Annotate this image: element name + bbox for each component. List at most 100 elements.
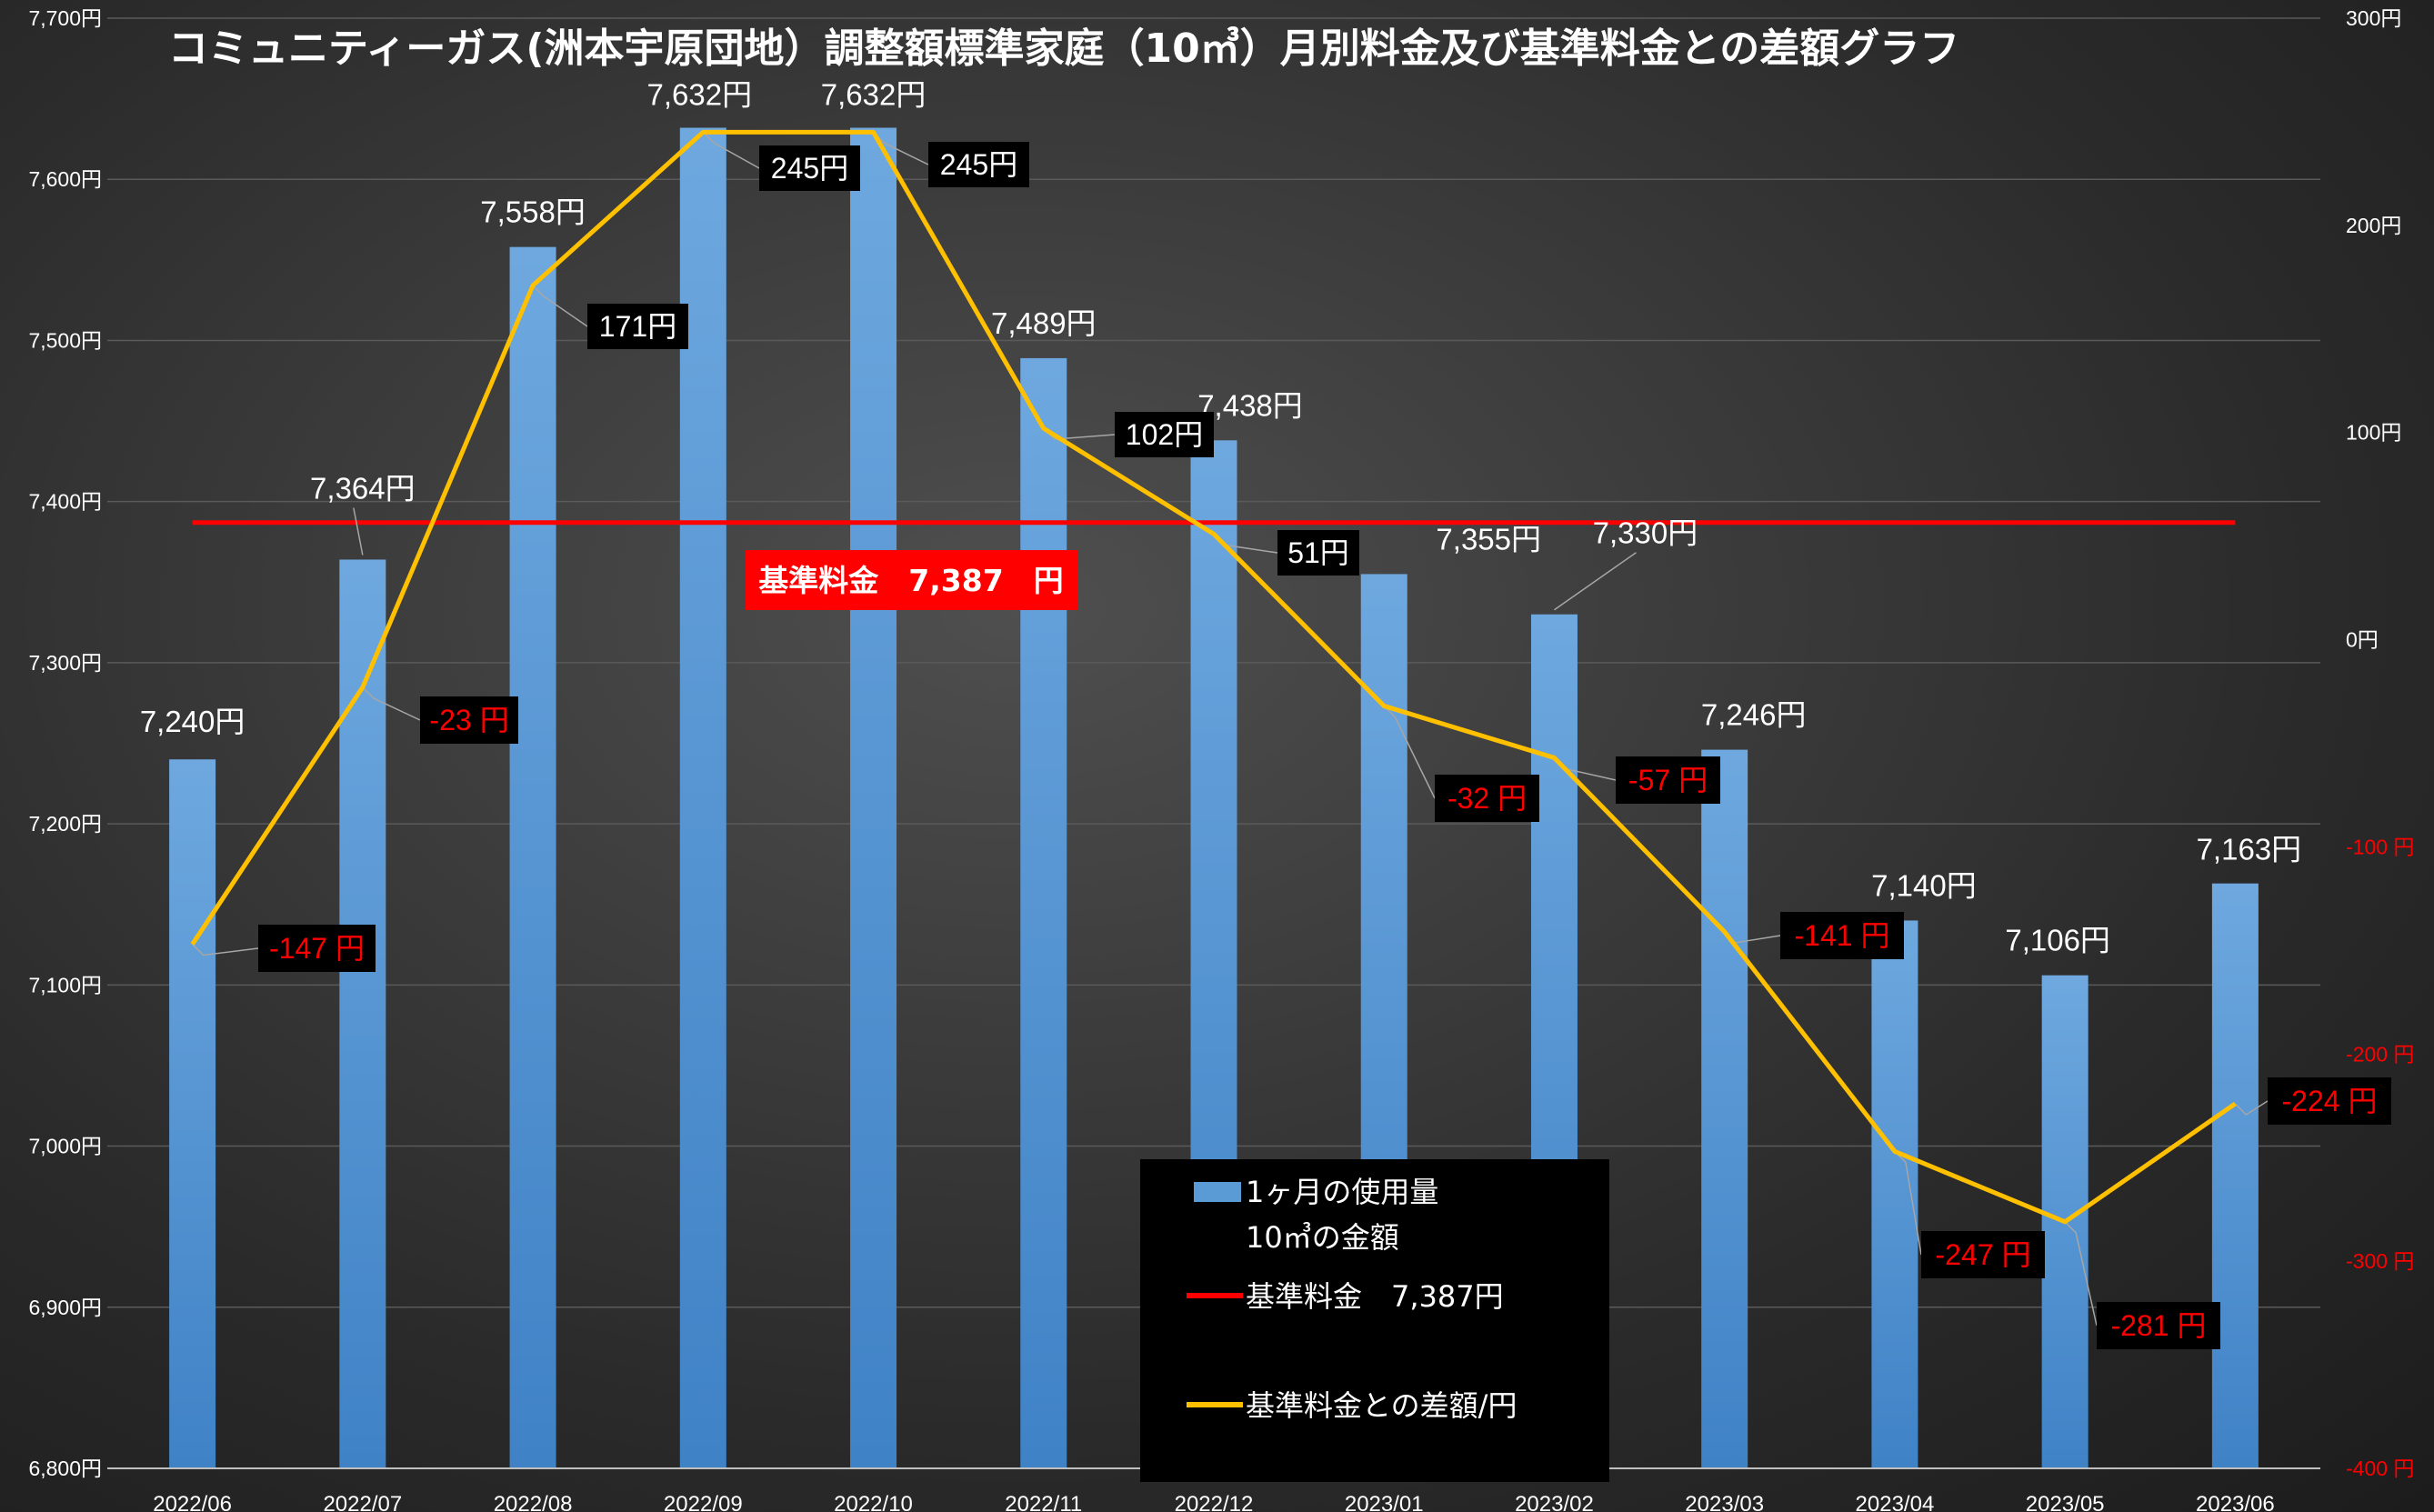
x-tick-label: 2022/10 [834, 1492, 913, 1512]
bar-value-label: 7,438円 [1197, 388, 1303, 422]
y-left-tick-label: 7,600円 [28, 167, 102, 191]
x-tick-label: 2022/11 [1005, 1492, 1082, 1512]
x-tick-label: 2022/06 [153, 1492, 232, 1512]
diff-label-box [1616, 756, 1720, 804]
diff-label-box [928, 142, 1029, 187]
diff-label-box [1435, 775, 1539, 822]
bar [1701, 749, 1748, 1468]
y-left-tick-label: 7,400円 [28, 490, 102, 514]
y-right-tick-label: -300 円 [2346, 1249, 2414, 1273]
bar-value-label: 7,355円 [1436, 522, 1541, 556]
bar-label-leader [1554, 552, 1637, 611]
diff-value-label: -224 円 [2282, 1085, 2378, 1117]
y-right-tick-label: 100円 [2346, 421, 2401, 445]
y-left-tick-label: 7,100円 [28, 973, 102, 996]
diff-label-leader [192, 943, 259, 956]
bar [1871, 920, 1918, 1468]
bar [850, 127, 897, 1468]
y-right-tick-label: 300円 [2346, 6, 2401, 30]
x-tick-label: 2022/09 [664, 1492, 743, 1512]
bar-value-label: 7,330円 [1593, 516, 1698, 550]
x-tick-label: 2022/08 [494, 1492, 573, 1512]
diff-label-leader [2234, 1100, 2269, 1116]
x-tick-label: 2022/07 [323, 1492, 402, 1512]
bar [339, 559, 386, 1468]
bar-label-leader [353, 507, 364, 556]
reference-label: 基準料金 7,387 円 [758, 563, 1063, 598]
y-right-tick-label: 200円 [2346, 214, 2401, 237]
chart-title: コミュニティーガス(洲本宇原団地）調整額標準家庭（10㎥）月別料金及び基準料金と… [168, 25, 1959, 72]
diff-label-box [1921, 1231, 2045, 1278]
bar-series [169, 127, 2259, 1469]
diff-value-label: 102円 [1126, 418, 1203, 451]
x-tick-label: 2023/02 [1515, 1492, 1594, 1512]
y-left-tick-label: 7,200円 [28, 812, 102, 836]
bar [2211, 883, 2259, 1468]
x-tick-label: 2023/04 [1856, 1492, 1935, 1512]
diff-label-leader [2064, 1221, 2098, 1327]
diff-label-box [1115, 412, 1214, 457]
y-right-tick-label: 0円 [2346, 628, 2379, 652]
y-left-tick-label: 7,700円 [28, 6, 102, 30]
legend-box [1140, 1159, 1609, 1482]
bar-value-label: 7,246円 [1701, 698, 1807, 732]
bar-value-label: 7,364円 [310, 471, 416, 505]
data-labels: 7,240円 7,364円 7,558円 7,632円 7,632円 7,489円 7,43… [140, 78, 2391, 1349]
diff-value-label: -147 円 [269, 932, 365, 965]
bar [169, 759, 216, 1468]
bar-value-label: 7,489円 [991, 306, 1097, 340]
diff-value-label: -32 円 [1447, 782, 1527, 815]
diff-label-leader [1383, 705, 1436, 799]
diff-label-leader [532, 285, 588, 327]
diff-value-label: -57 円 [1628, 764, 1708, 796]
x-tick-label: 2023/01 [1345, 1492, 1424, 1512]
bar [679, 127, 726, 1468]
reference-line-group: 基準料金 7,387 円 [192, 520, 2236, 610]
diff-label-box [587, 304, 688, 349]
diff-value-label: -247 円 [1936, 1238, 2031, 1271]
bar [1020, 357, 1067, 1468]
diff-value-label: 51円 [1287, 536, 1349, 569]
legend-label-reference: 基準料金 7,387円 [1246, 1279, 1504, 1314]
legend-swatch-bar [1194, 1182, 1241, 1202]
y-left-tick-label: 6,800円 [28, 1457, 102, 1480]
y-left-tick-label: 6,900円 [28, 1296, 102, 1319]
legend-label-bar-line2: 10㎥の金額 [1246, 1220, 1399, 1255]
bar [509, 246, 556, 1469]
y-right-tick-label: -100 円 [2346, 835, 2414, 858]
x-tick-label: 2023/05 [2026, 1492, 2105, 1512]
diff-label-box [258, 925, 376, 972]
diff-label-leader [362, 686, 421, 721]
diff-value-label: -281 円 [2111, 1309, 2207, 1342]
diff-value-label: -23 円 [429, 704, 508, 736]
x-tick-label: 2023/03 [1685, 1492, 1764, 1512]
bar-value-label: 7,240円 [140, 705, 245, 738]
axes: 6,800円 6,900円 7,000円 7,100円 7,200円 7,300円 7,40… [28, 6, 2414, 1512]
y-left-tick-label: 7,300円 [28, 651, 102, 675]
y-right-tick-label: -400 円 [2346, 1457, 2414, 1480]
diff-value-label: 245円 [771, 152, 848, 185]
diff-value-label: -141 円 [1795, 919, 1890, 952]
diff-label-box [2097, 1302, 2220, 1349]
diff-label-box [1277, 530, 1359, 576]
diff-line [190, 129, 2237, 1225]
x-tick-label: 2022/12 [1175, 1492, 1254, 1512]
y-right-tick-label: -200 円 [2346, 1042, 2414, 1066]
reference-label-box [746, 550, 1077, 610]
diff-line-series [190, 129, 2237, 1225]
y-left-tick-label: 7,000円 [28, 1135, 102, 1158]
legend-label-bar-line1: 1ヶ月の使用量 [1246, 1175, 1438, 1209]
diff-label-box [2268, 1077, 2391, 1125]
diff-value-label: 171円 [599, 310, 676, 343]
diff-label-leader [702, 131, 760, 169]
diff-label-box [759, 145, 860, 191]
bar-value-label: 7,106円 [2005, 924, 2110, 957]
diff-label-box [1780, 912, 1904, 959]
x-tick-label: 2023/06 [2196, 1492, 2275, 1512]
bar-value-label: 7,163円 [2197, 833, 2302, 866]
bar-value-label: 7,632円 [821, 78, 927, 112]
bar-value-label: 7,632円 [647, 78, 753, 112]
